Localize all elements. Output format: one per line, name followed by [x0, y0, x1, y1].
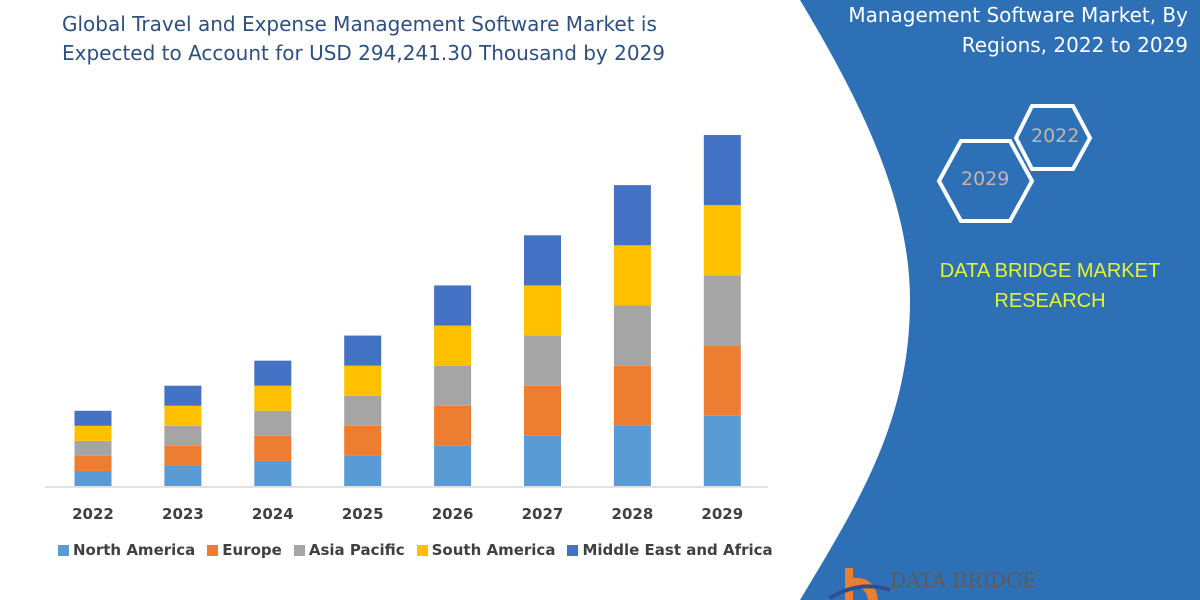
legend-label: North America [73, 541, 196, 559]
legend: North America Europe Asia Pacific South Ame… [58, 541, 773, 559]
legend-swatch [58, 544, 69, 556]
side-panel [800, 0, 1200, 600]
hex-label-2029: 2029 [961, 168, 1010, 190]
x-tick-label: 2027 [522, 505, 564, 523]
side-title-line: Management Software Market, By [848, 3, 1188, 27]
legend-item: Europe [207, 541, 282, 559]
x-tick-label: 2026 [432, 505, 474, 523]
bar-segment-2026-0 [434, 445, 472, 486]
chart-title-line: Global Travel and Expense Management Sof… [62, 12, 657, 36]
bar-segment-2028-1 [613, 365, 651, 426]
bar-segment-2022-3 [74, 425, 112, 441]
bar-segment-2023-2 [164, 425, 202, 446]
bar-segment-2023-3 [164, 405, 202, 426]
chart-title-line: Expected to Account for USD 294,241.30 T… [62, 41, 666, 65]
x-tick-labels: 2022 2023 2024 2025 2026 2027 2028 2029 [72, 505, 743, 523]
bar-segment-2029-4 [703, 135, 741, 206]
bar-segment-2024-1 [254, 435, 292, 461]
bar-segment-2025-4 [344, 335, 382, 366]
bar-segment-2026-4 [434, 285, 472, 326]
hex-2022 [1013, 104, 1093, 171]
bar-segment-2023-1 [164, 445, 202, 466]
bar-segment-2029-3 [703, 205, 741, 276]
legend-label: South America [431, 541, 556, 559]
bar-segment-2022-4 [74, 410, 112, 426]
legend-swatch [567, 544, 579, 556]
bar-segment-2023-0 [164, 465, 202, 486]
bar-segment-2029-0 [703, 415, 741, 486]
x-tick-label: 2029 [701, 505, 743, 523]
brand-text: DATA BRIDGE MARKET RESEARCH [925, 256, 1175, 316]
x-tick-label: 2025 [342, 505, 384, 523]
x-tick-label: 2028 [612, 505, 654, 523]
x-tick-label: 2023 [162, 505, 204, 523]
hex-2029 [936, 139, 1035, 223]
bar-segment-2024-3 [254, 385, 292, 411]
side-panel-title: Management Software Market, By Regions, … [848, 0, 1188, 60]
bar-segment-2026-2 [434, 365, 472, 406]
bar-segment-2025-1 [344, 425, 382, 456]
x-tick-label: 2022 [72, 505, 114, 523]
bar-segment-2027-0 [524, 435, 561, 486]
bar-segment-2027-4 [524, 235, 561, 286]
legend-item: Middle East and Africa [567, 541, 773, 559]
legend-item: North America [58, 541, 195, 559]
bar-segment-2026-3 [434, 325, 472, 366]
bar-segment-2027-3 [524, 285, 561, 336]
bar-segment-2022-1 [74, 455, 112, 471]
bar-segment-2025-2 [344, 395, 382, 426]
bar-segment-2028-3 [613, 245, 651, 306]
legend-item: South America [416, 541, 556, 559]
x-tick-label: 2024 [252, 505, 294, 523]
legend-label: Asia Pacific [308, 541, 405, 559]
bar-segment-2023-4 [164, 385, 202, 406]
chart-title: Global Travel and Expense Management Sof… [62, 10, 665, 68]
legend-swatch [293, 544, 305, 556]
logo-text: DATA BRIDGE [890, 568, 1037, 592]
bar-segment-2026-1 [434, 405, 472, 446]
bar-segment-2025-0 [344, 455, 382, 486]
bar-segment-2027-2 [524, 335, 561, 386]
bar-segment-2024-4 [254, 360, 292, 386]
legend-label: Europe [222, 541, 282, 559]
bar-segment-2029-2 [703, 275, 741, 346]
logo-icon [828, 568, 891, 600]
legend-swatch [207, 544, 219, 556]
bar-segment-2028-0 [613, 425, 651, 486]
bar-segment-2028-2 [613, 305, 651, 366]
bar-segment-2028-4 [613, 185, 651, 246]
brand-line: DATA BRIDGE MARKET [939, 260, 1161, 282]
bar-segment-2024-0 [254, 460, 292, 486]
bar-segment-2029-1 [703, 345, 741, 416]
legend-label: Middle East and Africa [582, 541, 773, 559]
bar-segment-2022-2 [74, 440, 112, 456]
bar-segment-2027-1 [524, 385, 561, 436]
bar-segment-2025-3 [344, 365, 382, 396]
hex-label-2022: 2022 [1031, 125, 1080, 147]
brand-line: RESEARCH [994, 290, 1106, 312]
bars [74, 135, 741, 486]
side-title-line: Regions, 2022 to 2029 [961, 33, 1188, 57]
legend-swatch [416, 544, 428, 556]
legend-item: Asia Pacific [293, 541, 405, 559]
bar-segment-2024-2 [254, 410, 292, 436]
bar-segment-2022-0 [74, 470, 112, 486]
